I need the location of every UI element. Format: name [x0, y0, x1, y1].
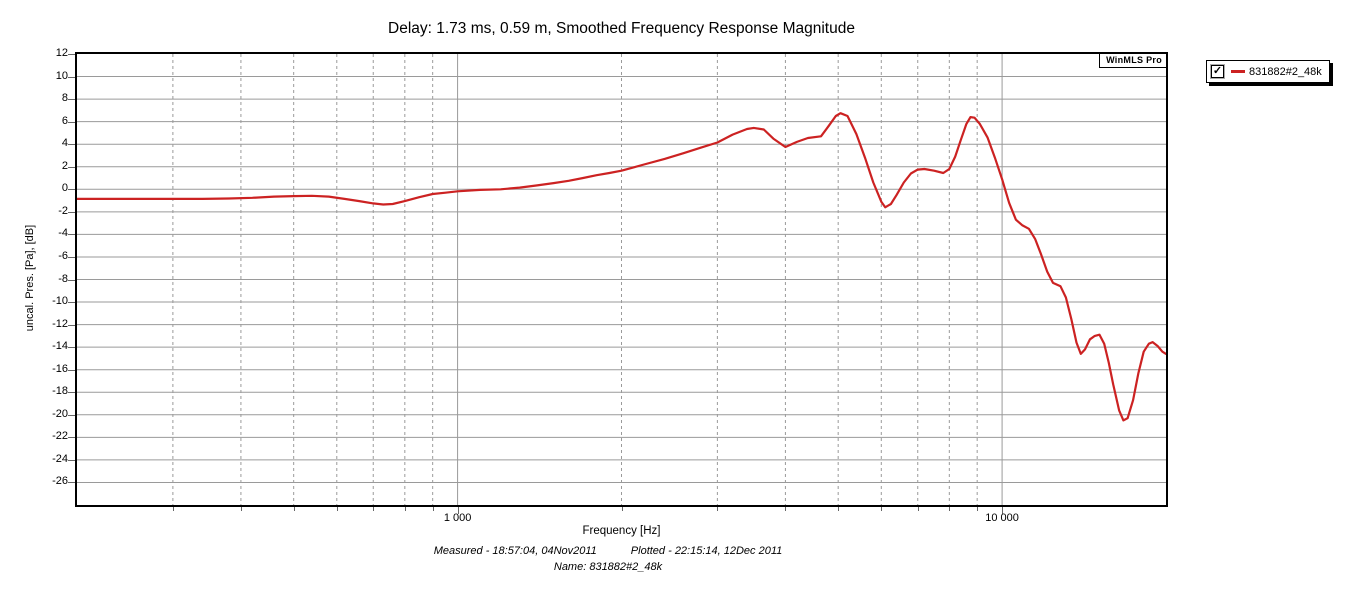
- y-tick-label: 10: [55, 69, 68, 82]
- y-tick-mark: [68, 76, 75, 78]
- x-tick-label: 1 000: [443, 512, 472, 524]
- y-tick-label: -8: [58, 272, 68, 285]
- y-tick-label: -14: [52, 340, 68, 353]
- x-tick-mark: [373, 507, 375, 511]
- legend-checkbox[interactable]: ✓: [1210, 64, 1225, 79]
- y-tick-label: -6: [58, 249, 68, 262]
- y-tick-mark: [68, 482, 75, 484]
- legend-line-sample: [1231, 70, 1245, 73]
- y-tick-label: -26: [52, 475, 68, 488]
- y-tick-label: -16: [52, 362, 68, 375]
- measured-timestamp: Measured - 18:57:04, 04Nov2011: [433, 545, 597, 557]
- y-tick-mark: [68, 99, 75, 101]
- legend[interactable]: ✓ 831882#2_48k: [1206, 60, 1330, 83]
- y-tick-label: -12: [52, 317, 68, 330]
- y-tick-label: -22: [52, 430, 68, 443]
- x-tick-mark: [838, 507, 840, 511]
- y-tick-label: 12: [55, 47, 68, 59]
- x-tick-mark: [172, 507, 174, 511]
- y-tick-mark: [68, 54, 75, 55]
- y-tick-mark: [68, 144, 75, 146]
- y-tick-label: 0: [61, 182, 68, 195]
- y-tick-label: -4: [58, 227, 68, 240]
- y-tick-mark: [68, 369, 75, 371]
- x-tick-mark: [977, 507, 979, 511]
- plot-svg: [77, 54, 1166, 505]
- x-axis-title: Frequency [Hz]: [582, 525, 661, 537]
- y-tick-label: 4: [61, 137, 68, 150]
- x-tick-mark: [1002, 507, 1004, 514]
- y-tick-mark: [68, 392, 75, 394]
- y-tick-label: -20: [52, 407, 68, 420]
- legend-label: 831882#2_48k: [1249, 65, 1322, 78]
- y-tick-label: 6: [61, 114, 68, 127]
- x-tick-mark: [949, 507, 951, 511]
- y-tick-label: -24: [52, 452, 68, 465]
- y-tick-mark: [68, 279, 75, 281]
- response-curve: [77, 112, 1166, 422]
- footer-timestamps: Measured - 18:57:04, 04Nov2011 Plotted - …: [75, 545, 1141, 557]
- y-tick-mark: [68, 234, 75, 236]
- y-tick-label: 8: [61, 92, 68, 105]
- x-tick-label: 10 000: [985, 512, 1019, 524]
- y-tick-label: -18: [52, 385, 68, 398]
- x-tick-mark: [717, 507, 719, 511]
- y-tick-mark: [68, 437, 75, 439]
- x-tick-mark: [457, 507, 459, 514]
- y-tick-mark: [68, 347, 75, 349]
- y-tick-label: -10: [52, 295, 68, 308]
- y-tick-mark: [68, 211, 75, 213]
- x-tick-mark: [336, 507, 338, 511]
- y-tick-label: -2: [58, 204, 68, 217]
- chart-title: Delay: 1.73 ms, 0.59 m, Smoothed Frequen…: [388, 20, 855, 37]
- winmls-pro-badge: WinMLS Pro: [1099, 54, 1166, 68]
- x-tick-mark: [240, 507, 242, 511]
- y-axis-title: uncal. Pres. [Pa], [dB]: [24, 224, 36, 332]
- plotted-timestamp: Plotted - 22:15:14, 12Dec 2011: [630, 545, 783, 557]
- x-tick-mark: [881, 507, 883, 511]
- x-tick-mark: [432, 507, 434, 511]
- y-tick-mark: [68, 256, 75, 258]
- y-tick-mark: [68, 414, 75, 416]
- x-tick-mark: [293, 507, 295, 511]
- x-tick-mark: [785, 507, 787, 511]
- x-tick-mark: [621, 507, 623, 511]
- x-tick-mark: [917, 507, 919, 511]
- y-tick-label: 2: [61, 159, 68, 172]
- x-tick-mark: [404, 507, 406, 511]
- y-tick-mark: [68, 166, 75, 168]
- y-tick-mark: [68, 324, 75, 326]
- y-tick-mark: [68, 121, 75, 123]
- y-tick-mark: [68, 189, 75, 191]
- y-tick-mark: [68, 459, 75, 461]
- plot-area[interactable]: WinMLS Pro: [75, 52, 1168, 507]
- y-tick-mark: [68, 302, 75, 304]
- footer-name: Name: 831882#2_48k: [553, 561, 663, 573]
